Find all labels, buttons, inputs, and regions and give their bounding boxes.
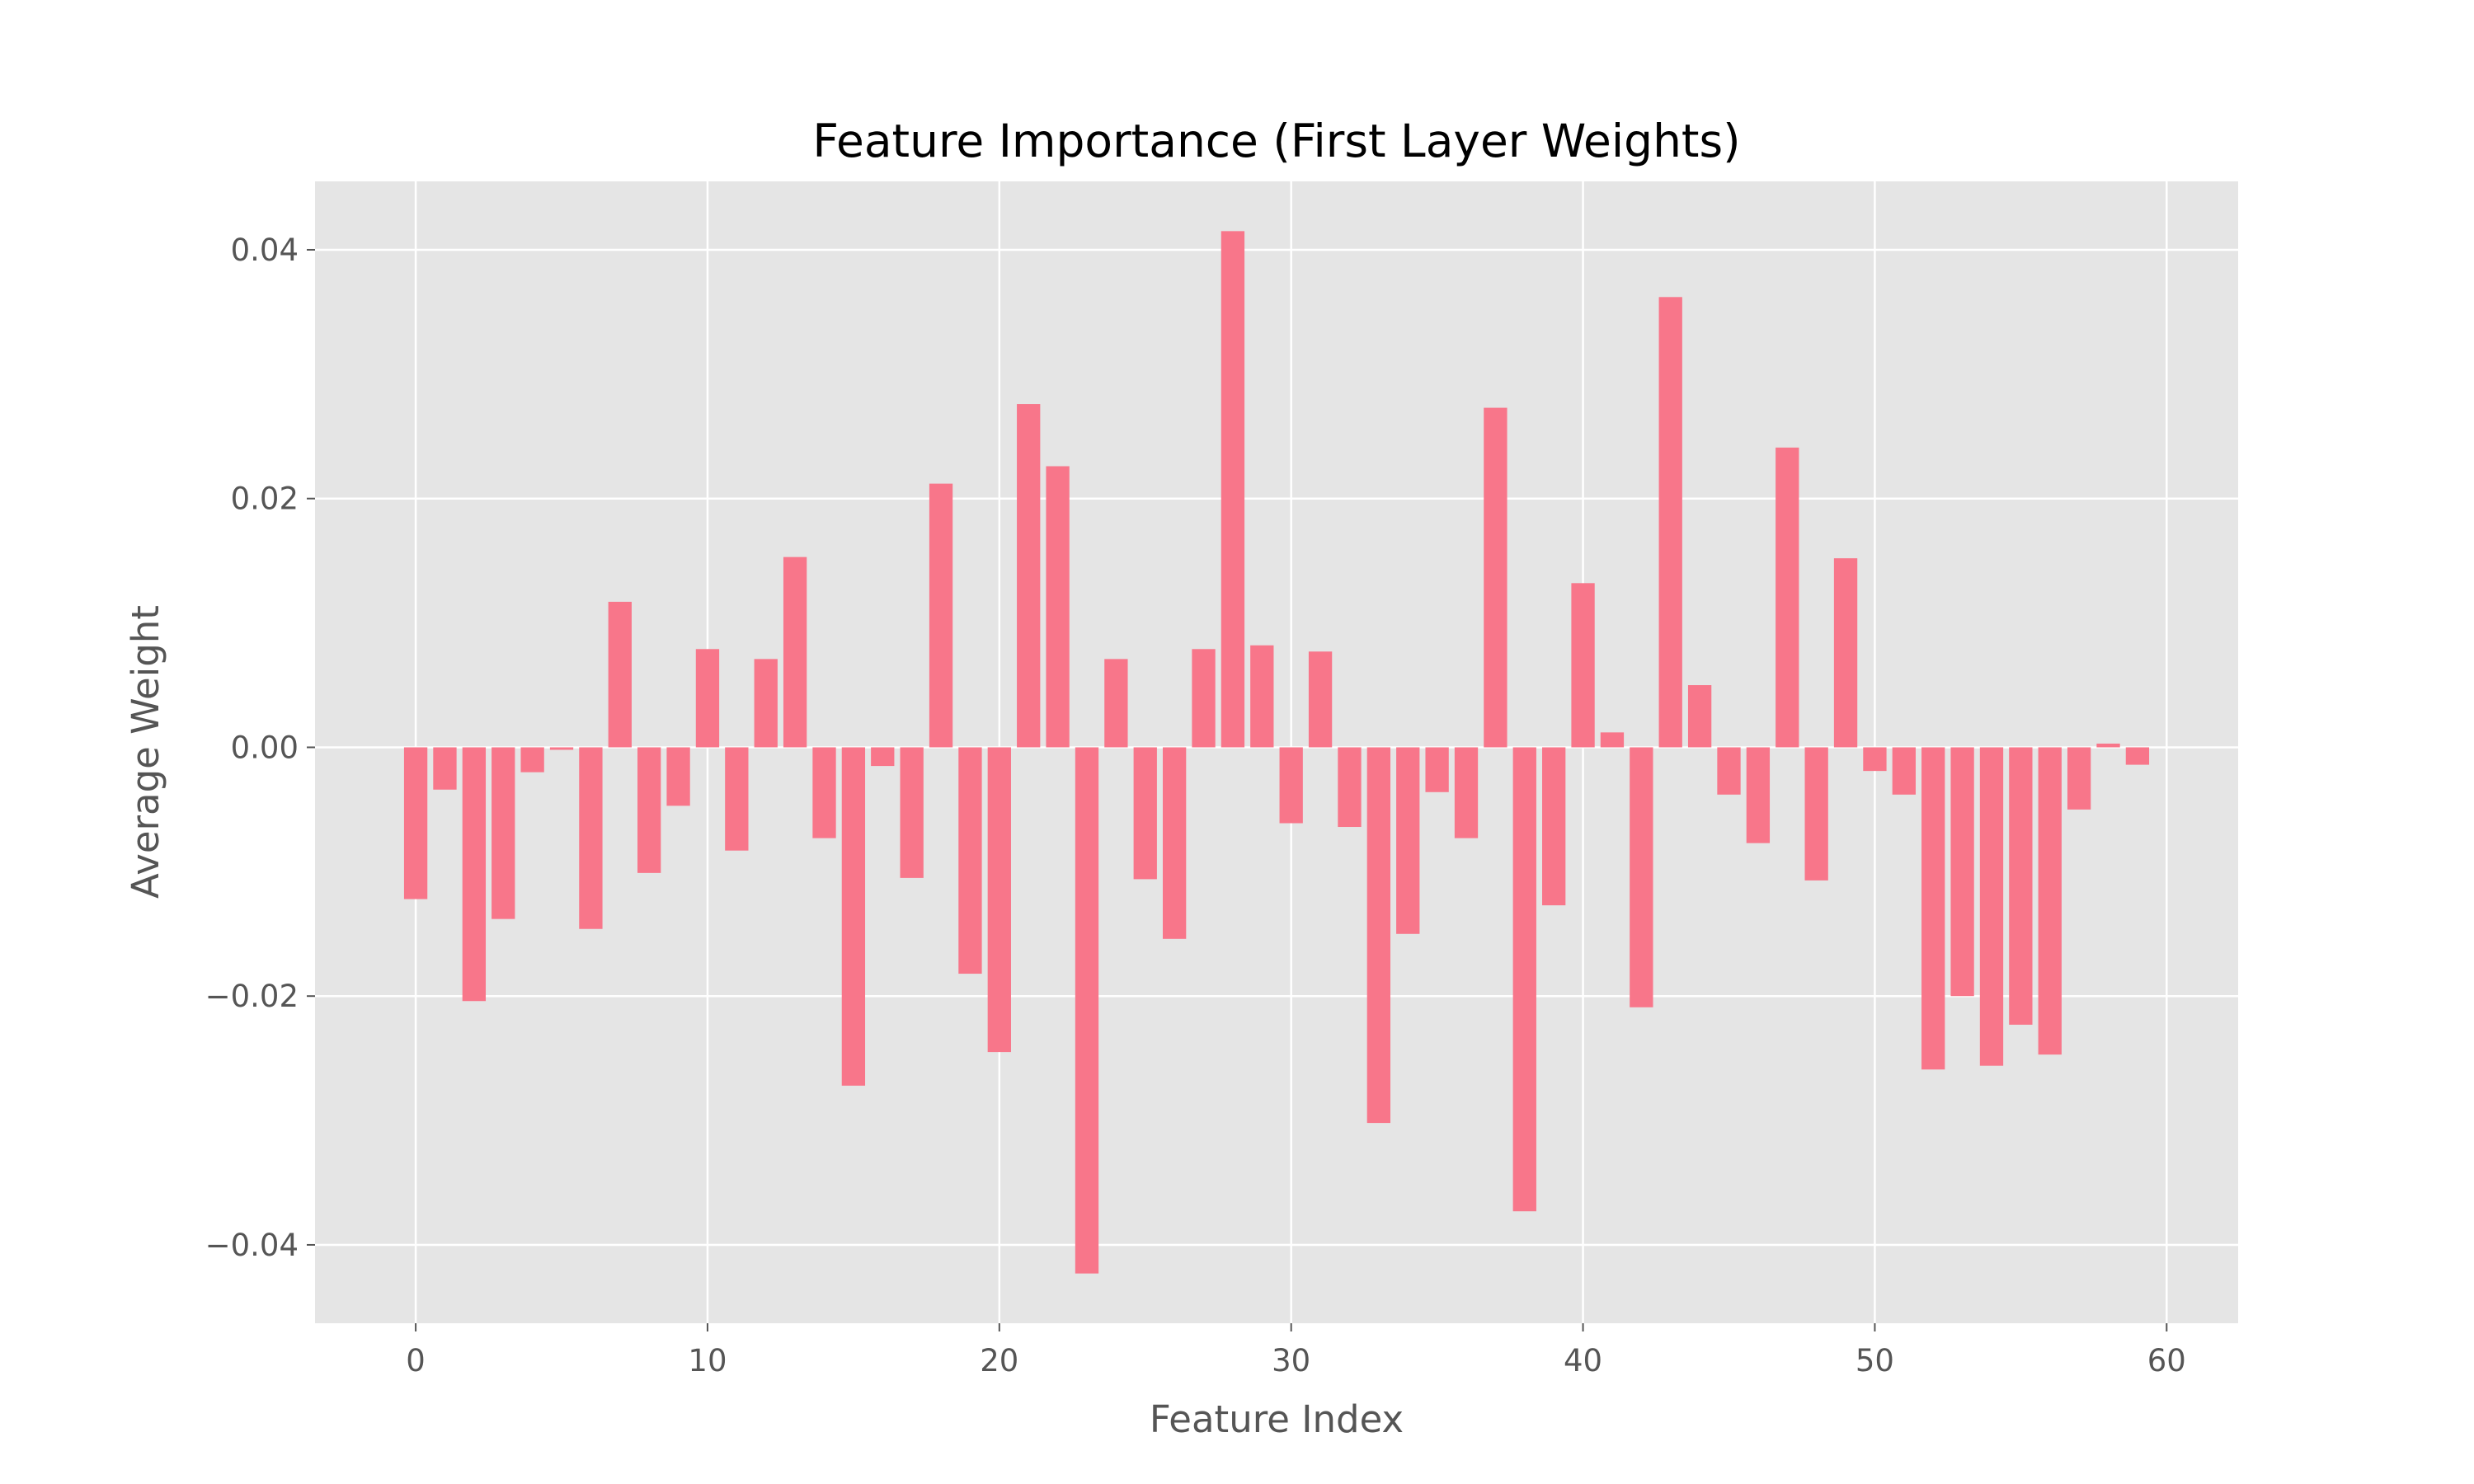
x-tick-label: 20 <box>980 1343 1018 1378</box>
bar-feature-44 <box>1687 685 1712 748</box>
bar-feature-11 <box>725 747 749 851</box>
bar-feature-8 <box>637 747 661 873</box>
bar-feature-43 <box>1658 297 1682 748</box>
bar-feature-33 <box>1366 747 1391 1124</box>
bar-feature-40 <box>1571 583 1595 748</box>
x-axis-ticks: 0 10 20 30 40 50 60 <box>406 1323 2186 1378</box>
bar-feature-25 <box>1133 747 1157 880</box>
bar-feature-39 <box>1542 747 1566 906</box>
bar-feature-21 <box>1017 404 1041 748</box>
bar-feature-3 <box>492 747 515 919</box>
bar-feature-52 <box>1921 747 1945 1070</box>
bar-feature-24 <box>1104 659 1128 748</box>
bar-feature-18 <box>929 483 953 748</box>
bar-feature-48 <box>1804 747 1828 881</box>
bar-feature-10 <box>695 649 720 748</box>
bar-feature-2 <box>462 747 487 1002</box>
bar-feature-54 <box>1979 747 2004 1066</box>
x-tick-label: 30 <box>1272 1343 1310 1378</box>
bar-feature-45 <box>1717 747 1741 795</box>
bar-feature-5 <box>549 747 574 750</box>
bar-feature-15 <box>841 747 866 1086</box>
y-tick-label: −0.04 <box>205 1228 299 1263</box>
bar-feature-36 <box>1454 747 1479 838</box>
bar-feature-28 <box>1221 231 1245 748</box>
y-axis-ticks: −0.04 −0.02 0.00 0.02 0.04 <box>205 232 315 1263</box>
bar-feature-16 <box>871 747 895 767</box>
bar-feature-12 <box>754 659 778 748</box>
bar-feature-42 <box>1630 747 1653 1007</box>
y-tick-label: −0.02 <box>205 979 299 1014</box>
bar-feature-22 <box>1046 466 1070 748</box>
y-axis-label: Average Weight <box>124 605 167 899</box>
plot-background <box>315 181 2238 1323</box>
bar-feature-50 <box>1863 747 1887 772</box>
x-tick-label: 50 <box>1856 1343 1894 1378</box>
bar-feature-49 <box>1833 558 1858 748</box>
bar-feature-7 <box>608 601 632 748</box>
bar-feature-37 <box>1484 407 1507 748</box>
y-tick-label: 0.00 <box>231 730 299 765</box>
y-tick-label: 0.04 <box>231 232 299 268</box>
bar-feature-41 <box>1600 732 1625 748</box>
bar-feature-53 <box>1950 747 1974 997</box>
bar-feature-47 <box>1776 447 1799 748</box>
bars <box>403 231 2150 1274</box>
bar-feature-55 <box>2009 747 2033 1025</box>
bar-feature-13 <box>783 556 807 748</box>
bar-feature-56 <box>2038 747 2062 1055</box>
x-axis-label: Feature Index <box>1150 1397 1404 1441</box>
bar-feature-57 <box>2067 747 2091 810</box>
bar-feature-4 <box>520 747 544 773</box>
bar-feature-29 <box>1250 645 1274 748</box>
x-tick-label: 60 <box>2147 1343 2186 1378</box>
bar-feature-1 <box>433 747 457 790</box>
bar-feature-14 <box>812 747 836 838</box>
x-tick-label: 0 <box>406 1343 426 1378</box>
bar-feature-58 <box>2096 743 2120 748</box>
bar-feature-30 <box>1279 747 1303 824</box>
bar-feature-0 <box>403 747 428 899</box>
y-tick-label: 0.02 <box>231 481 299 517</box>
chart-title: Feature Importance (First Layer Weights) <box>812 115 1740 167</box>
bar-feature-9 <box>666 747 690 806</box>
bar-feature-38 <box>1512 747 1536 1212</box>
bar-feature-35 <box>1425 747 1449 792</box>
bar-feature-51 <box>1892 747 1916 795</box>
bar-feature-32 <box>1338 747 1362 828</box>
bar-feature-34 <box>1396 747 1420 934</box>
bar-feature-19 <box>958 747 982 974</box>
bar-feature-26 <box>1162 747 1187 939</box>
bar-feature-6 <box>579 747 603 929</box>
bar-feature-23 <box>1075 747 1099 1274</box>
bar-feature-27 <box>1192 649 1216 748</box>
bar-feature-17 <box>900 747 924 878</box>
x-tick-label: 40 <box>1564 1343 1602 1378</box>
bar-feature-20 <box>987 747 1011 1053</box>
bar-feature-31 <box>1308 651 1333 748</box>
bar-feature-59 <box>2125 747 2150 765</box>
bar-feature-46 <box>1746 747 1771 843</box>
x-tick-label: 10 <box>688 1343 727 1378</box>
